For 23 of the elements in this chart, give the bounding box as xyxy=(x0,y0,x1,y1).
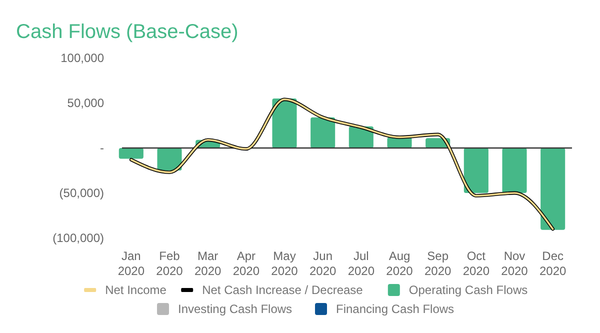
x-tick-label: Jan 2020 xyxy=(118,249,145,278)
x-tick-label: Aug 2020 xyxy=(386,249,414,278)
x-tick-label: Jun 2020 xyxy=(309,249,337,278)
legend-label: Financing Cash Flows xyxy=(336,302,454,316)
x-tick-label: Oct 2020 xyxy=(462,249,490,278)
x-tick-label: Mar 2020 xyxy=(194,249,222,278)
x-tick-label: May 2020 xyxy=(271,249,298,278)
y-tick-label: 100,000 xyxy=(60,51,104,65)
legend-label: Operating Cash Flows xyxy=(408,283,528,297)
chart-title: Cash Flows (Base-Case) xyxy=(16,21,238,43)
x-tick-label: Feb 2020 xyxy=(156,249,184,278)
x-tick-label: Apr 2020 xyxy=(232,249,260,278)
y-tick-label: (100,000) xyxy=(52,231,104,245)
legend-label: Net Income xyxy=(105,283,167,297)
x-tick-label: Jul 2020 xyxy=(348,249,375,278)
y-tick-label: 50,000 xyxy=(67,96,104,110)
x-tick-label: Dec 2020 xyxy=(539,249,567,278)
legend-label: Net Cash Increase / Decrease xyxy=(202,283,364,297)
x-tick-label: Sep 2020 xyxy=(424,249,452,278)
y-tick-label: (50,000) xyxy=(59,186,104,200)
legend-label: Investing Cash Flows xyxy=(178,302,292,316)
y-tick-label: - xyxy=(100,141,104,155)
x-tick-label: Nov 2020 xyxy=(501,249,528,278)
